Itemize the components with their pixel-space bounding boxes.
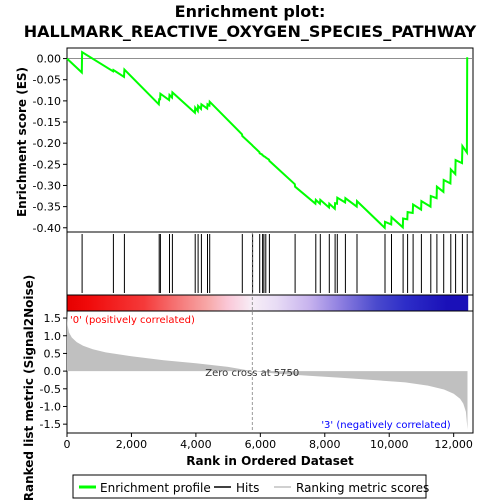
heatmap-bar [67,295,469,311]
legend-metric-label: Ranking metric scores [296,481,429,495]
x-tick-label: 6,000 [245,438,277,451]
x-tick-label: 10,000 [370,438,409,451]
x-tick-label: 12,000 [434,438,473,451]
x-tick-label: 0 [64,438,71,451]
es-tick-label: -0.05 [33,74,61,87]
metric-panel: 1.5 1.0 0.5 0.0 -0.5 -1.0 -1.5 '0' (positively… [40,232,474,434]
enrichment-profile-line [66,50,469,231]
legend: Enrichment profile Hits Ranking metric s… [72,474,429,499]
metric-tick-label: 0.5 [44,347,62,360]
metric-tick-label: 0.0 [44,365,62,378]
rank-heatmap-strip [66,294,474,312]
metric-tick-label: 1.5 [44,312,62,325]
metric-tick-label: 1.0 [44,330,62,343]
x-tick-label: 8,000 [309,438,341,451]
metric-tick-label: -1.0 [40,400,61,413]
es-tick-label: -0.25 [33,158,61,171]
es-tick-label: 0.00 [37,53,62,66]
es-tick-label: -0.20 [33,137,61,150]
ranking-metric-area [67,311,468,430]
es-y-axis-label: Enrichment score (ES) [15,67,29,217]
es-axis-ticks: 0.00 -0.05 -0.10 -0.15 -0.20 -0.25 -0.30 -0.35 -… [33,53,67,235]
metric-axis-ticks: 1.5 1.0 0.5 0.0 -0.5 -1.0 -1.5 [40,312,67,431]
hits-panel [66,231,474,296]
x-axis-ticks: 0 2,000 4,000 6,000 8,000 10,000 12,000 [64,433,473,451]
metric-tick-label: -1.5 [40,418,61,431]
es-tick-label: -0.35 [33,201,61,214]
legend-hits-label: Hits [236,481,259,495]
metric-y-axis-label: Ranked list metric (Signal2Noise) [22,275,36,500]
x-tick-label: 4,000 [180,438,212,451]
es-tick-label: -0.10 [33,95,61,108]
chart-title-line1: Enrichment plot: [175,2,326,21]
negative-correlation-label: '3' (negatively correlated) [321,420,450,431]
zero-cross-label: Zero cross at 5750 [205,368,299,379]
positive-correlation-label: '0' (positively correlated) [70,315,195,326]
es-panel-frame [66,47,474,233]
legend-profile-label: Enrichment profile [100,481,211,495]
es-tick-label: -0.40 [33,222,61,235]
metric-tick-label: -0.5 [40,383,61,396]
legend-frame [72,474,427,499]
x-tick-label: 2,000 [116,438,148,451]
x-axis-label: Rank in Ordered Dataset [186,454,354,468]
es-tick-label: -0.15 [33,116,61,129]
es-panel: 0.00 -0.05 -0.10 -0.15 -0.20 -0.25 -0.30 -0.35 -… [33,47,474,235]
hits-panel-frame [66,231,474,296]
chart-title-line2: HALLMARK_REACTIVE_OXYGEN_SPECIES_PATHWAY [24,22,477,41]
es-tick-label: -0.30 [33,179,61,192]
